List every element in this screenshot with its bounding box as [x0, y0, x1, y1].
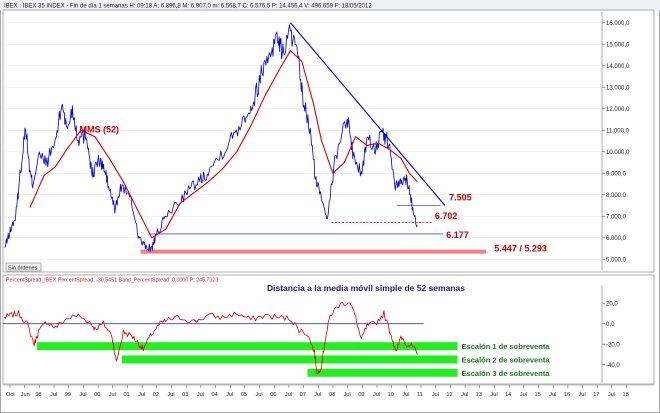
- time-tick-label: Jul: [432, 392, 439, 398]
- price-tick-label: 15.000,0: [606, 42, 630, 48]
- time-tick-label: 07: [300, 392, 306, 398]
- price-tick-label: 8.000,0: [606, 193, 627, 199]
- price-annotation: 6.702: [435, 211, 458, 221]
- time-tick-label: 05: [241, 392, 247, 398]
- time-tick-label: 04: [212, 392, 218, 398]
- support-band: [140, 249, 486, 254]
- time-tick-label: Jul: [461, 392, 468, 398]
- oversold-band-label: Escalón 3 de sobreventa: [462, 369, 551, 378]
- time-tick-label: Jul: [197, 392, 204, 398]
- upper-header-text: IBEX : IBEX 35 INDEX - Fin de día 1 sema…: [4, 4, 372, 10]
- oversold-band: [36, 342, 458, 351]
- price-tick-label: 13.000,0: [606, 85, 630, 91]
- time-tick-label: 15: [534, 392, 540, 398]
- price-y-axis: 5.000,0 6.000,0 7.000,0 8.000,0 9.000,0 10.00…: [601, 12, 630, 270]
- time-tick-label: Jul: [50, 392, 57, 398]
- price-levels: [140, 204, 486, 254]
- price-tick-label: 6.000,0: [606, 236, 627, 242]
- time-tick-label: Oct: [6, 392, 15, 398]
- price-series: [4, 22, 446, 252]
- price-tick-label: 10.000,0: [606, 150, 630, 156]
- time-tick-label: 14: [505, 392, 511, 398]
- price-tick-label: 5.000,0: [606, 257, 627, 263]
- indicator-panel-frame: [2, 274, 655, 385]
- indicator-tick-label: -20,0: [606, 342, 620, 348]
- time-tick-label: 01: [123, 392, 129, 398]
- price-tick-label: 12.000,0: [606, 107, 630, 113]
- time-tick-label: Jul: [520, 392, 527, 398]
- price-panel-frame: [2, 9, 655, 273]
- time-tick-label: Jun: [21, 392, 30, 398]
- time-tick-label: Jul: [314, 392, 321, 398]
- time-tick-label: Jul: [226, 392, 233, 398]
- time-tick-label: 09: [358, 392, 364, 398]
- price-line: [4, 24, 418, 252]
- indicator-tick-label: 20,0: [606, 301, 618, 307]
- time-tick-label: 98: [35, 392, 41, 398]
- time-axis: Oct Jun 98 Jul 99 Jul 00 Jul 01 Jul 02 Jul 03 Jul 04 Ju…: [3, 384, 654, 398]
- oversold-bands: Escalón 1 de sobreventa Escalón 2 de sobr…: [36, 342, 551, 378]
- resistance-trendline: [290, 22, 446, 206]
- time-tick-label: Jul: [344, 392, 351, 398]
- header-strip: [0, 0, 660, 10]
- time-tick-label: 17: [593, 392, 599, 398]
- time-tick-label: Jul: [285, 392, 292, 398]
- indicator-y-axis: 20,0 0,0 -20,0 -40,0: [601, 285, 620, 383]
- time-tick-label: Jul: [138, 392, 145, 398]
- time-tick-label: 11: [417, 392, 423, 398]
- time-tick-label: 02: [153, 392, 159, 398]
- status-tag-box[interactable]: [5, 262, 42, 272]
- time-tick-label: 12: [446, 392, 452, 398]
- lower-panel-title: Distancia a la media móvil simple de 52 …: [267, 283, 465, 293]
- percent-spread-line: [4, 302, 418, 374]
- price-tick-label: 7.000,0: [606, 214, 627, 220]
- oversold-band: [121, 355, 458, 364]
- time-tick-label: Jul: [373, 392, 380, 398]
- indicator-tick-label: -40,0: [606, 363, 620, 369]
- time-tick-label: 99: [65, 392, 71, 398]
- price-tick-label: 14.000,0: [606, 64, 630, 70]
- time-tick-label: Jul: [79, 392, 86, 398]
- price-tick-label: 9.000,0: [606, 171, 627, 177]
- moving-average-line: [29, 50, 418, 239]
- time-tick-label: Jul: [549, 392, 556, 398]
- time-tick-label: Jul: [402, 392, 409, 398]
- time-tick-label: Jul: [490, 392, 497, 398]
- status-tag[interactable]: Sin órdenes: [8, 266, 38, 272]
- time-tick-label: 06: [270, 392, 276, 398]
- price-annotation: 6.177: [446, 230, 469, 240]
- price-annotation: 7.505: [449, 192, 472, 202]
- time-tick-label: Jul: [608, 392, 615, 398]
- price-annotation: MMS (52): [79, 124, 119, 134]
- oversold-band-label: Escalón 1 de sobreventa: [462, 342, 551, 351]
- time-tick-label: Jul: [109, 392, 116, 398]
- price-annotations: MMS (52) 7.505 6.702 6.177 5.447 / 5.293: [79, 124, 546, 253]
- time-tick-label: Jul: [579, 392, 586, 398]
- oversold-band: [307, 368, 458, 377]
- time-tick-label: 08: [329, 392, 335, 398]
- price-annotation: 5.447 / 5.293: [494, 244, 547, 254]
- price-tick-label: 11.000,0: [606, 128, 630, 134]
- indicator-tick-label: 0,0: [606, 322, 615, 328]
- time-tick-label: 13: [476, 392, 482, 398]
- lower-header-text: PercentSpread_IBEX PercentSpread: -30,54…: [6, 278, 218, 284]
- time-tick-label: Jul: [256, 392, 263, 398]
- time-tick-label: 16: [564, 392, 570, 398]
- oversold-band-label: Escalón 2 de sobreventa: [462, 355, 551, 364]
- indicator-series: [4, 302, 418, 374]
- price-tick-label: 16.000,0: [606, 21, 630, 27]
- time-tick-label: 18: [623, 392, 629, 398]
- time-tick-label: 10: [388, 392, 394, 398]
- time-tick-label: 03: [182, 392, 188, 398]
- time-tick-label: Jul: [167, 392, 174, 398]
- time-tick-label: 00: [94, 392, 100, 398]
